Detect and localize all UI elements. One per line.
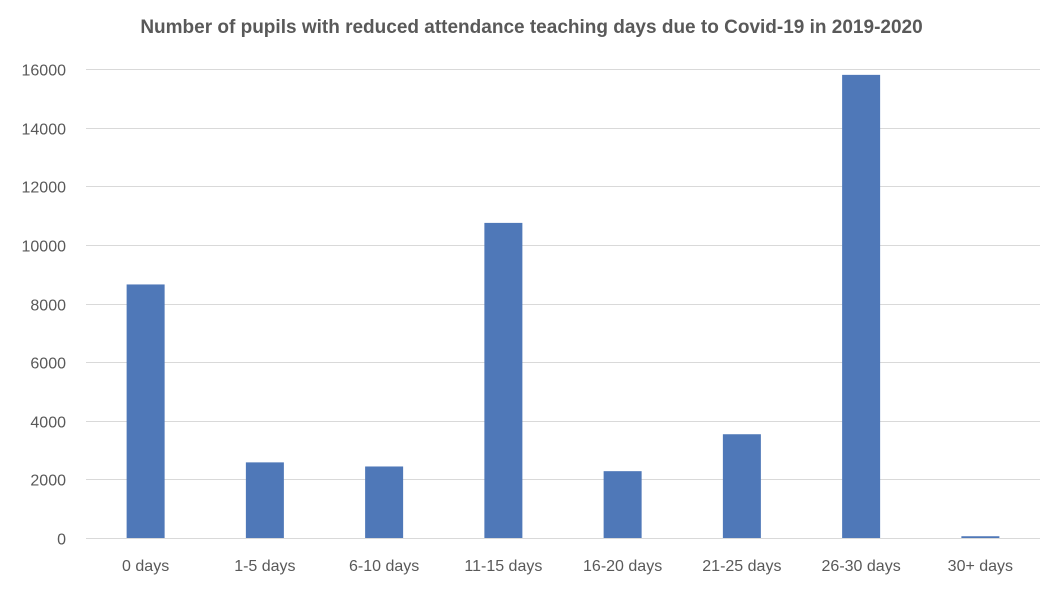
- x-axis-ticks: 0 days 1-5 days 6-10 days 11-15 days 16-20 d…: [122, 558, 1013, 575]
- bar: [245, 462, 284, 538]
- bar: [365, 466, 404, 538]
- x-tick-label: 26-30 days: [822, 558, 901, 575]
- bar: [603, 471, 642, 538]
- x-tick-label: 6-10 days: [349, 558, 419, 575]
- x-tick-label: 11-15 days: [464, 558, 542, 575]
- y-tick-label: 16000: [22, 63, 67, 80]
- x-tick-label: 30+ days: [948, 558, 1013, 575]
- chart-title: Number of pupils with reduced attendance…: [140, 17, 923, 38]
- y-tick-label: 0: [57, 532, 66, 549]
- bar: [842, 74, 881, 539]
- bar: [722, 434, 761, 538]
- gridlines: [86, 69, 1040, 539]
- bar: [126, 284, 165, 538]
- y-tick-label: 14000: [22, 122, 67, 139]
- bars: [126, 74, 1000, 539]
- y-axis-ticks: 0 2000 4000 6000 8000 10000 12000 14000 16000: [22, 63, 67, 549]
- bar: [961, 536, 1000, 538]
- y-tick-label: 4000: [30, 415, 66, 432]
- y-tick-label: 6000: [30, 356, 66, 373]
- y-tick-label: 2000: [30, 473, 66, 490]
- y-tick-label: 12000: [22, 180, 67, 197]
- y-tick-label: 8000: [30, 298, 66, 315]
- bar: [484, 222, 523, 538]
- y-tick-label: 10000: [22, 239, 67, 256]
- x-tick-label: 16-20 days: [583, 558, 662, 575]
- x-tick-label: 0 days: [122, 558, 169, 575]
- x-tick-label: 1-5 days: [234, 558, 295, 575]
- x-tick-label: 21-25 days: [702, 558, 781, 575]
